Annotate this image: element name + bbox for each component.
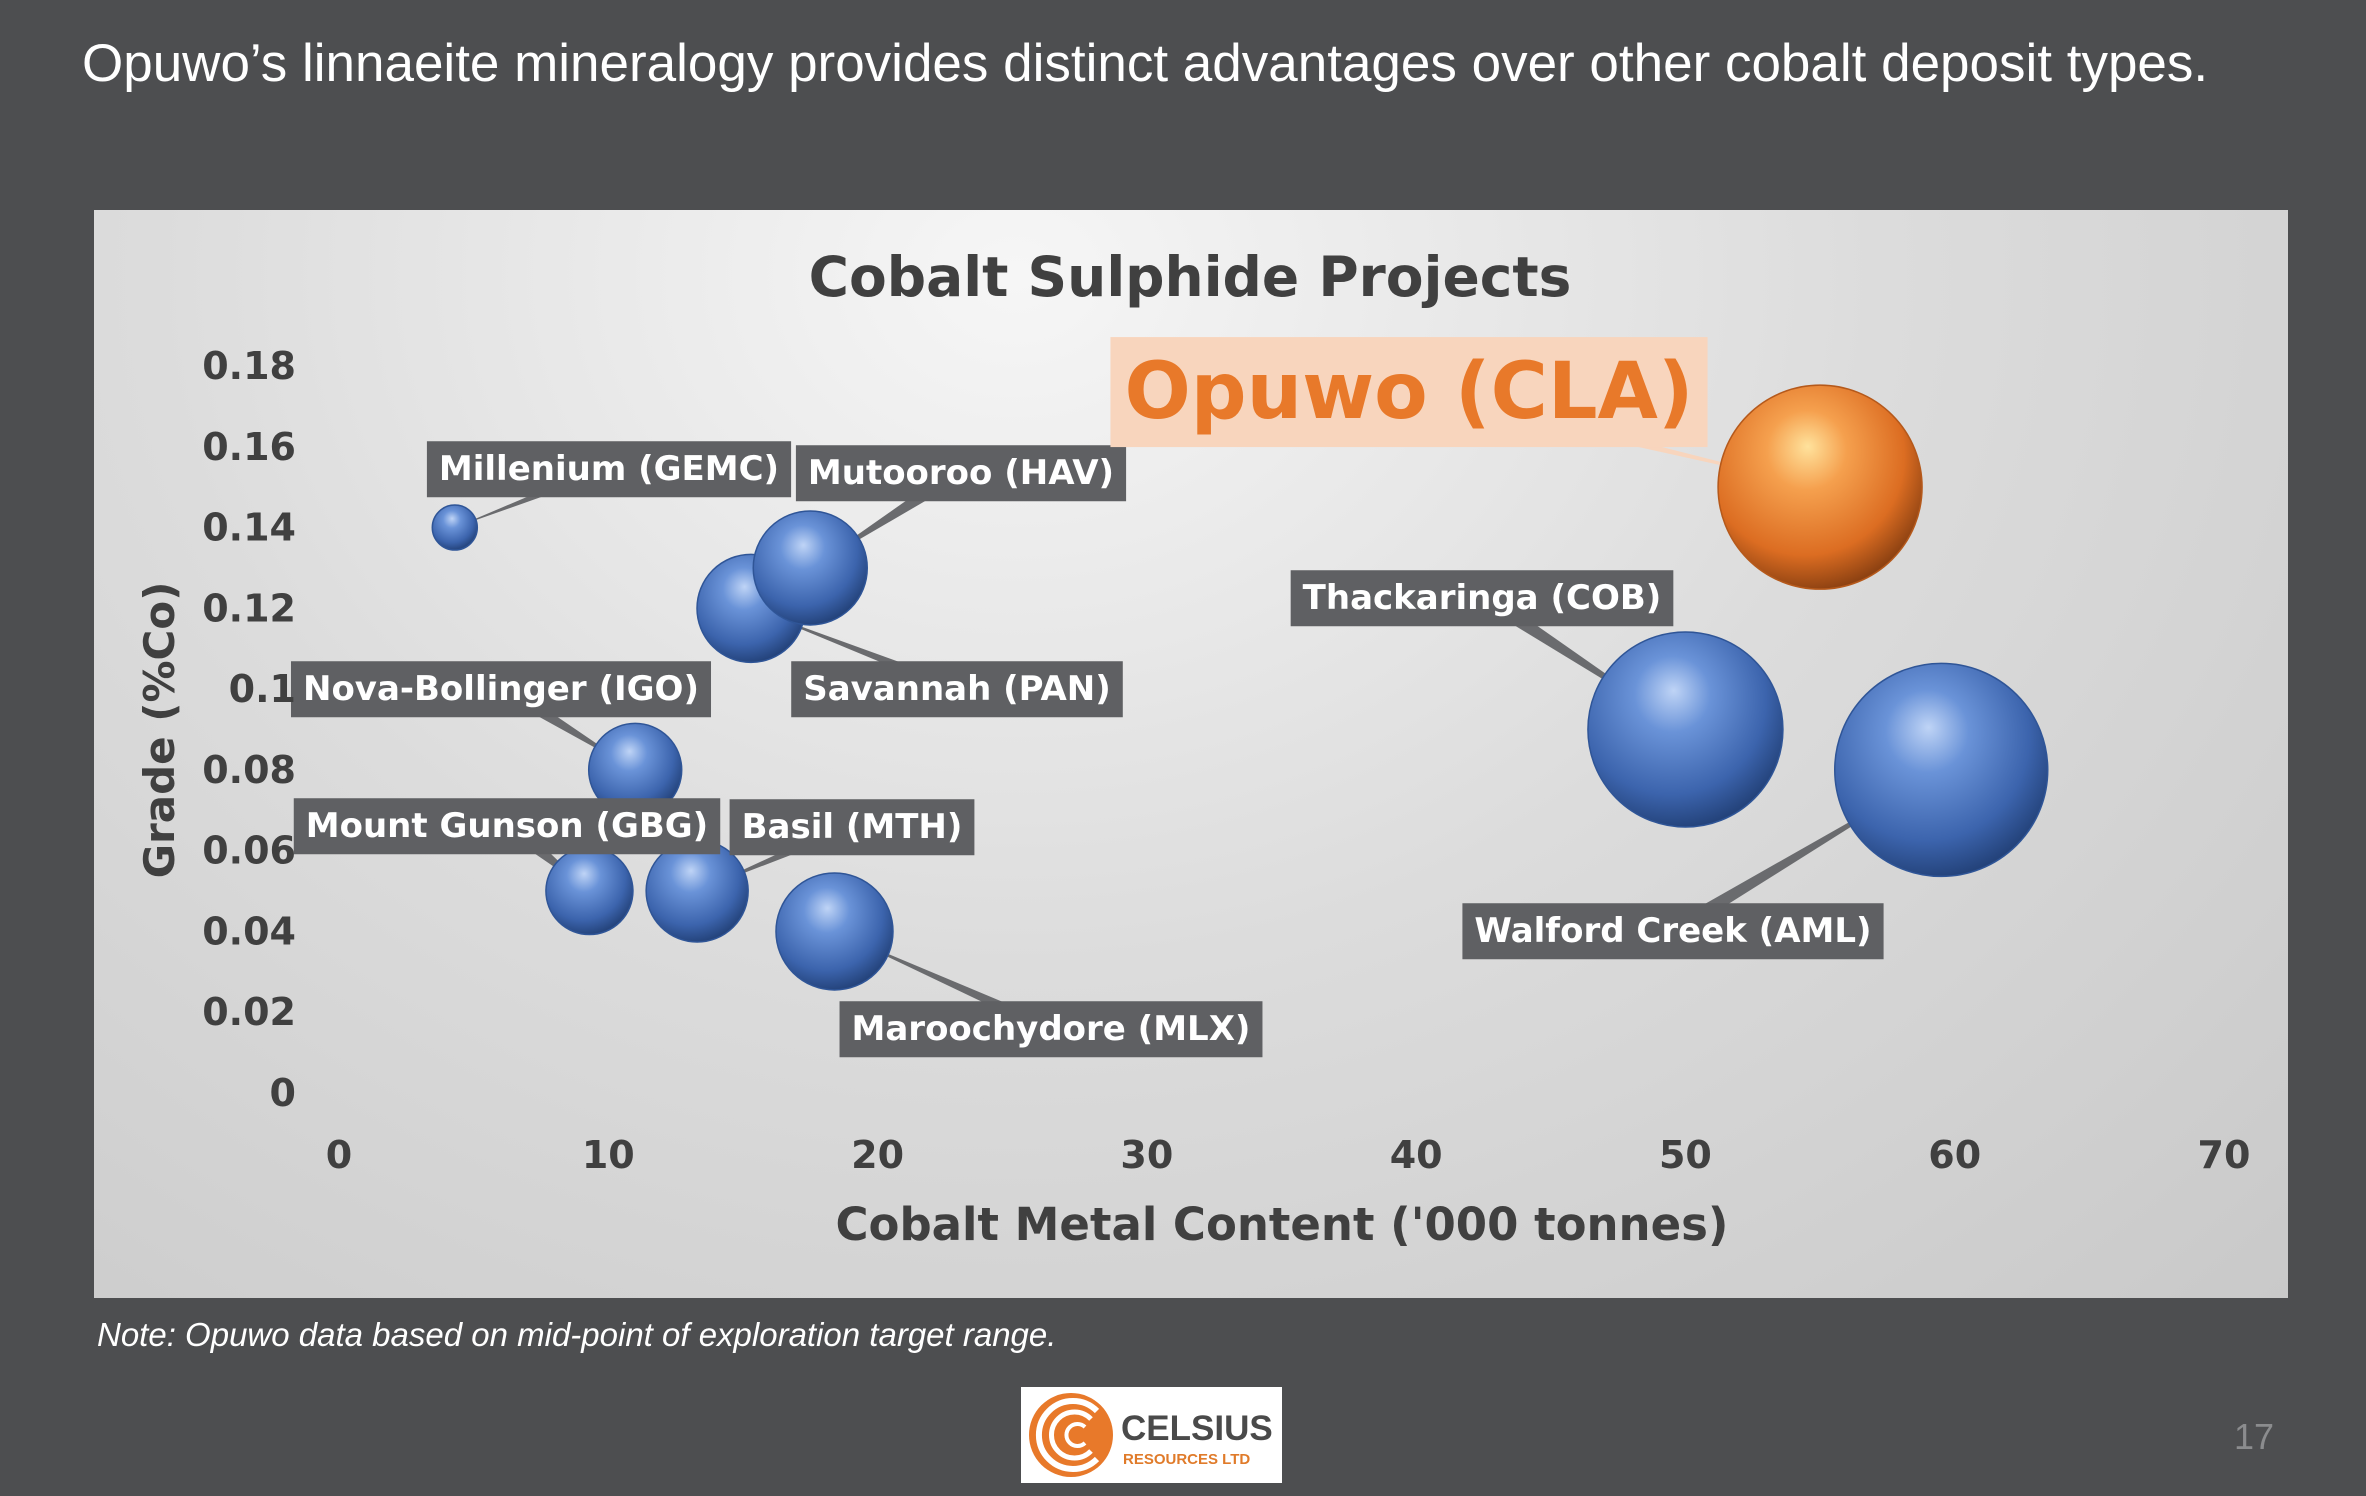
chart-title: Cobalt Sulphide Projects <box>809 245 1572 309</box>
bubble-thackaringa-cob <box>1587 631 1784 828</box>
page-number: 17 <box>2234 1416 2275 1457</box>
label-box-mount-gunson-gbg <box>293 798 721 855</box>
x-tick-label: 40 <box>1390 1133 1443 1177</box>
y-axis-label: Grade (%Co) <box>135 582 184 879</box>
x-tick-label: 50 <box>1659 1133 1712 1177</box>
chart-canvas: Cobalt Sulphide Projects Millenium (GEMC… <box>135 245 2251 1251</box>
label-box-walford-creek-aml <box>1462 903 1884 960</box>
y-tick-label: 0.02 <box>202 990 296 1034</box>
y-tick-label: 0.14 <box>202 506 296 550</box>
celsius-logo: CELSIUS RESOURCES LTD <box>1021 1387 1282 1483</box>
x-tick-label: 10 <box>582 1133 635 1177</box>
label-box-nova-bollinger-igo <box>290 661 712 718</box>
bubbles <box>431 384 2049 991</box>
bubble-opuwo-cla <box>1717 384 1923 590</box>
y-tick-label: 0.04 <box>202 909 296 953</box>
label-mount-gunson-gbg: Mount Gunson (GBG) <box>306 806 708 846</box>
y-tick-label: 0.12 <box>202 586 296 630</box>
label-opuwo-cla: Opuwo (CLA) <box>1124 347 1693 437</box>
bubble-chart: Cobalt Sulphide Projects Millenium (GEMC… <box>94 210 2288 1298</box>
x-tick-label: 20 <box>851 1133 904 1177</box>
x-tick-label: 0 <box>326 1133 352 1177</box>
bubble-basil-mth <box>645 839 749 943</box>
bubble-labels: Millenium (GEMC) Savannah (PAN) Mutooroo (… <box>290 337 1884 1058</box>
celsius-logo-mark-icon <box>1029 1393 1113 1477</box>
x-axis-label: Cobalt Metal Content ('000 tonnes) <box>836 1198 1729 1251</box>
logo-company-subtitle: RESOURCES LTD <box>1123 1451 1251 1468</box>
logo-company-name: CELSIUS <box>1121 1409 1273 1448</box>
y-tick-label: 0.06 <box>202 829 296 873</box>
footnote: Note: Opuwo data based on mid-point of e… <box>97 1316 1057 1353</box>
label-box-maroochydore-mlx <box>839 1001 1263 1058</box>
label-basil-mth: Basil (MTH) <box>742 807 963 847</box>
label-box-millenium-gemc <box>426 441 792 498</box>
label-box-thackaringa-cob <box>1290 570 1674 627</box>
label-box-savannah-pan <box>791 661 1123 718</box>
bubble-millenium-gemc <box>431 504 479 551</box>
y-tick-label: 0 <box>270 1071 296 1115</box>
x-tick-label: 60 <box>1928 1133 1981 1177</box>
label-box-basil-mth <box>729 799 975 856</box>
x-axis-ticks: 0 10 20 30 40 50 60 70 <box>326 1133 2251 1177</box>
y-tick-label: 0.08 <box>202 748 296 792</box>
bubble-mutooroo-hav <box>752 510 868 626</box>
y-tick-label: 0.18 <box>202 344 296 388</box>
leader-maroochydore-mlx <box>834 931 1065 1028</box>
label-box-mutooroo-hav <box>795 445 1127 502</box>
bubble-maroochydore-mlx <box>775 872 894 991</box>
label-walford-creek-aml: Walford Creek (AML) <box>1474 911 1871 951</box>
label-nova-bollinger-igo: Nova-Bollinger (IGO) <box>303 669 699 709</box>
y-tick-label: 0.16 <box>202 425 296 469</box>
label-box-opuwo-cla <box>1110 337 1708 448</box>
y-axis-ticks: 0 0.02 0.04 0.06 0.08 0.1 0.12 0.14 0.16 0.18 <box>202 344 296 1115</box>
bubble-mount-gunson-gbg <box>545 846 634 936</box>
bubble-walford-creek-aml <box>1834 662 2049 878</box>
label-thackaringa-cob: Thackaringa (COB) <box>1303 578 1662 618</box>
leader-thackaringa-cob <box>1468 597 1686 730</box>
label-savannah-pan: Savannah (PAN) <box>803 669 1111 709</box>
slide-title: Opuwo’s linnaeite mineralogy provides di… <box>82 34 2209 93</box>
y-tick-label: 0.1 <box>229 667 296 711</box>
label-millenium-gemc: Millenium (GEMC) <box>439 449 779 489</box>
label-maroochydore-mlx: Maroochydore (MLX) <box>852 1009 1251 1049</box>
x-tick-label: 70 <box>2198 1133 2251 1177</box>
x-tick-label: 30 <box>1120 1133 1173 1177</box>
label-mutooroo-hav: Mutooroo (HAV) <box>808 453 1114 493</box>
